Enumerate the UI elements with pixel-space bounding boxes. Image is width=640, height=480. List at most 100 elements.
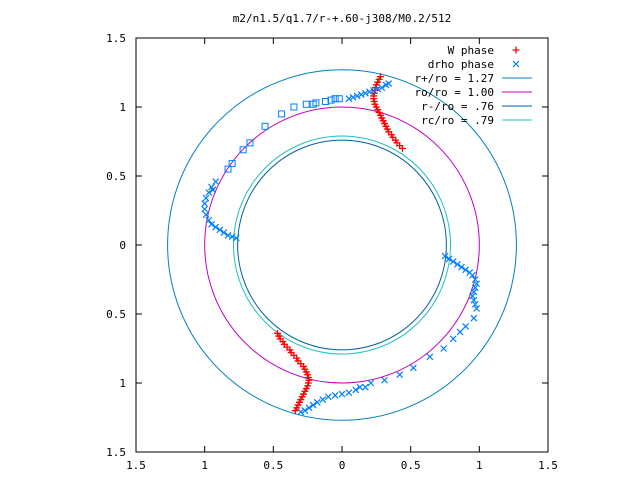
drho-phase-point <box>440 345 448 352</box>
drho-phase-point <box>331 95 339 103</box>
drho-phase-point <box>445 255 453 263</box>
drho-phase-point <box>470 288 478 296</box>
drho-phase-point <box>309 401 317 409</box>
drho-phase-point <box>356 383 364 391</box>
drho-phase-point <box>331 391 339 399</box>
y-tick-label: 1.5 <box>106 446 126 459</box>
reference-circle <box>167 69 517 421</box>
drho-phase-point <box>338 390 346 398</box>
legend-label: drho phase <box>428 58 494 71</box>
drho-phase-point <box>327 96 335 104</box>
w-phase-point <box>398 144 406 152</box>
x-tick-label: 1.5 <box>538 459 558 472</box>
drho-phase-point <box>224 165 232 173</box>
drho-phase-point <box>473 280 481 288</box>
drho-phase-point <box>335 95 343 103</box>
drho-phase-point <box>201 200 209 208</box>
drho-phase-point <box>366 88 373 96</box>
drho-phase-point <box>367 379 375 387</box>
drho-phase-point <box>202 194 210 202</box>
drho-phase-point <box>470 314 478 322</box>
drho-phase-point <box>205 216 213 224</box>
drho-phase-point <box>261 122 269 130</box>
drho-phase-point <box>352 386 360 394</box>
drho-phase-point <box>345 95 353 103</box>
drho-phase-point <box>322 97 330 105</box>
drho-phase-point <box>228 233 236 241</box>
y-tick-label: 1.5 <box>106 32 126 45</box>
drho-phase-point <box>232 234 240 242</box>
drho-phase-point <box>471 276 479 283</box>
drho-phase-point <box>201 205 209 213</box>
drho-phase-point <box>441 252 449 260</box>
drho-phase-point <box>357 91 365 99</box>
drho-phase-point <box>471 300 479 308</box>
legend-label: ro/ro = 1.00 <box>415 86 494 99</box>
drho-phase-point <box>246 139 254 147</box>
drho-phase-point <box>302 100 310 108</box>
data-series <box>201 73 481 416</box>
drho-phase-point <box>385 80 393 87</box>
drho-phase-point <box>374 85 382 93</box>
drho-phase-point <box>470 296 478 304</box>
drho-phase-point <box>426 353 434 361</box>
drho-phase-point <box>212 178 220 185</box>
y-tick-label: 0 <box>119 239 126 252</box>
w-phase-point <box>512 46 520 54</box>
drho-phase-point <box>456 328 464 336</box>
drho-phase-point <box>313 398 321 406</box>
drho-phase-point <box>202 211 210 219</box>
drho-phase-point <box>324 393 332 401</box>
drho-phase-point <box>301 407 309 415</box>
drho-phase-point <box>409 364 417 372</box>
drho-phase-point <box>349 93 357 101</box>
drho-phase-point <box>305 404 313 412</box>
legend-label: rc/ro = .79 <box>421 114 494 127</box>
reference-circle <box>237 139 447 351</box>
drho-phase-point <box>449 335 457 343</box>
y-tick-label: 1 <box>119 101 126 114</box>
w-phase-point <box>291 407 299 415</box>
x-tick-label: 1 <box>201 459 208 472</box>
drho-phase-point <box>469 271 476 279</box>
y-tick-label: 0.5 <box>106 170 126 183</box>
legend-label: W phase <box>448 44 494 57</box>
x-tick-label: 1.5 <box>126 459 146 472</box>
drho-phase-point <box>228 160 236 168</box>
drho-phase-point <box>396 371 404 379</box>
drho-phase-point <box>381 376 388 384</box>
drho-phase-point <box>370 87 378 94</box>
x-tick-label: 0 <box>339 459 346 472</box>
drho-phase-point <box>224 231 232 239</box>
drho-phase-point <box>205 189 213 196</box>
drho-phase-point <box>378 84 386 92</box>
reference-circle <box>233 135 451 355</box>
reference-circle <box>204 106 480 384</box>
drho-phase-point <box>309 100 317 108</box>
axis-ticks: 1.5 1 0.5 0 0.5 1 1.51.510.500.511.5 <box>106 32 558 472</box>
drho-phase-point <box>290 103 298 111</box>
x-tick-label: 0.5 <box>401 459 421 472</box>
drho-phase-point <box>208 183 215 191</box>
x-tick-label: 0.5 <box>263 459 283 472</box>
x-tick-label: 1 <box>476 459 483 472</box>
drho-phase-point <box>512 60 520 68</box>
drho-phase-point <box>345 389 353 397</box>
drho-phase-point <box>220 229 228 237</box>
drho-phase-point <box>216 226 224 234</box>
legend-label: r-/ro = .76 <box>421 100 494 113</box>
drho-phase-point <box>319 396 327 403</box>
drho-phase-point <box>473 305 481 312</box>
drho-phase-point <box>239 146 247 154</box>
drho-phase-point <box>361 89 369 97</box>
drho-phase-point <box>449 258 457 265</box>
w-phase-series <box>273 73 406 415</box>
drho-phase-series <box>201 80 481 416</box>
drho-phase-point <box>453 260 461 268</box>
drho-phase-point <box>353 92 361 100</box>
drho-phase-point <box>458 263 465 271</box>
drho-phase-point <box>462 266 470 274</box>
chart-title: m2/n1.5/q1.7/r-+.60-j308/M0.2/512 <box>233 12 452 25</box>
